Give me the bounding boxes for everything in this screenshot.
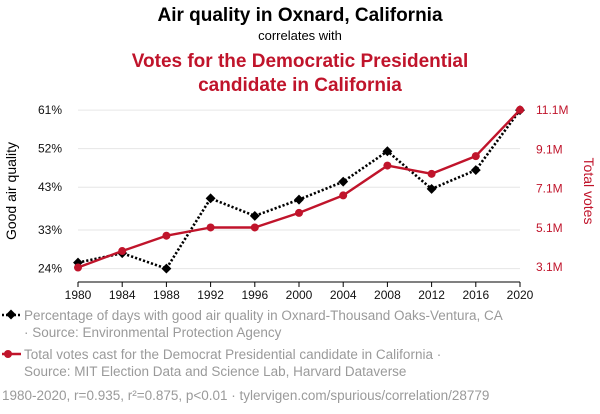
y-tick-right-0: 3.1M (536, 260, 563, 274)
x-tick-8: 2012 (418, 288, 445, 302)
y-tick-left-2: 43% (38, 180, 62, 194)
data-point-air-quality-3 (205, 193, 216, 204)
y-tick-left-1: 33% (38, 223, 62, 237)
data-point-votes-6 (339, 191, 348, 200)
legend-swatch-air-quality-marker (6, 309, 16, 320)
x-tick-2: 1988 (153, 288, 180, 302)
x-tick-3: 1992 (197, 288, 224, 302)
data-point-votes-7 (383, 161, 392, 170)
data-point-air-quality-2 (161, 263, 172, 274)
data-point-air-quality-4 (249, 210, 260, 221)
grid-lines (78, 109, 520, 270)
series-line-votes (77, 108, 521, 269)
chart-title: Air quality in Oxnard, California (157, 5, 442, 26)
y-tick-right-4: 11.1M (536, 103, 568, 117)
y-tick-left-3: 52% (38, 142, 62, 156)
legend-item-votes: Total votes cast for the Democrat Presid… (2, 347, 441, 379)
x-tick-9: 2016 (462, 288, 489, 302)
x-tick-0: 1980 (65, 288, 92, 302)
data-point-votes-4 (250, 223, 259, 232)
data-point-votes-5 (295, 208, 303, 217)
legend-label-air-quality-line-2: · Source: Environmental Protection Agenc… (24, 325, 282, 340)
y-tick-right-1: 5.1M (536, 221, 563, 235)
legend-label-air-quality-line-1: Percentage of days with good air quality… (24, 308, 503, 323)
data-point-air-quality-7 (382, 146, 393, 157)
data-point-air-quality-5 (294, 194, 304, 205)
series-line-air-quality (77, 109, 522, 270)
chart-title-2-line-2: candidate in California (198, 75, 402, 96)
chart-title-2-line-1: Votes for the Democratic Presidential (132, 51, 468, 72)
legend-label-votes-line-1: Total votes cast for the Democrat Presid… (24, 347, 441, 362)
legend-item-air-quality: Percentage of days with good air quality… (2, 308, 503, 340)
legend-label-votes-line-2: Source: MIT Election Data and Science La… (24, 364, 406, 379)
y-tick-right-3: 9.1M (536, 142, 563, 156)
data-point-votes-10 (516, 105, 524, 114)
axes: 24% 33% 43% 52% 61% 3.1M 5.1M 7.1M 9.1M 11.1M 1980… (38, 103, 569, 302)
footer-stats: 1980-2020, r=0.935, r²=0.875, p<0.01 · t… (2, 388, 489, 403)
y-tick-left-0: 24% (38, 262, 62, 276)
x-tick-6: 2004 (330, 288, 357, 302)
data-point-air-quality-8 (426, 183, 437, 194)
x-tick-10: 2020 (507, 288, 534, 302)
data-point-votes-3 (206, 223, 215, 232)
data-point-votes-8 (427, 169, 436, 178)
series (73, 105, 525, 274)
x-tick-7: 2008 (374, 288, 401, 302)
data-point-votes-9 (471, 152, 480, 161)
y-tick-right-2: 7.1M (536, 182, 563, 196)
x-tick-1: 1984 (109, 288, 136, 302)
y-axis-label-right: Total votes (581, 158, 597, 225)
legend: Percentage of days with good air quality… (2, 308, 503, 379)
data-point-votes-0 (74, 263, 82, 272)
data-point-air-quality-6 (338, 176, 349, 187)
chart-subtitle: correlates with (258, 28, 342, 43)
data-point-votes-2 (162, 231, 171, 240)
y-axis-label-left: Good air quality (3, 142, 19, 240)
x-tick-4: 1996 (241, 288, 268, 302)
legend-swatch-votes-marker (4, 350, 12, 358)
data-point-air-quality-9 (470, 165, 481, 176)
y-tick-left-4: 61% (38, 103, 62, 117)
x-tick-5: 2000 (286, 288, 313, 302)
data-point-votes-1 (118, 247, 127, 256)
